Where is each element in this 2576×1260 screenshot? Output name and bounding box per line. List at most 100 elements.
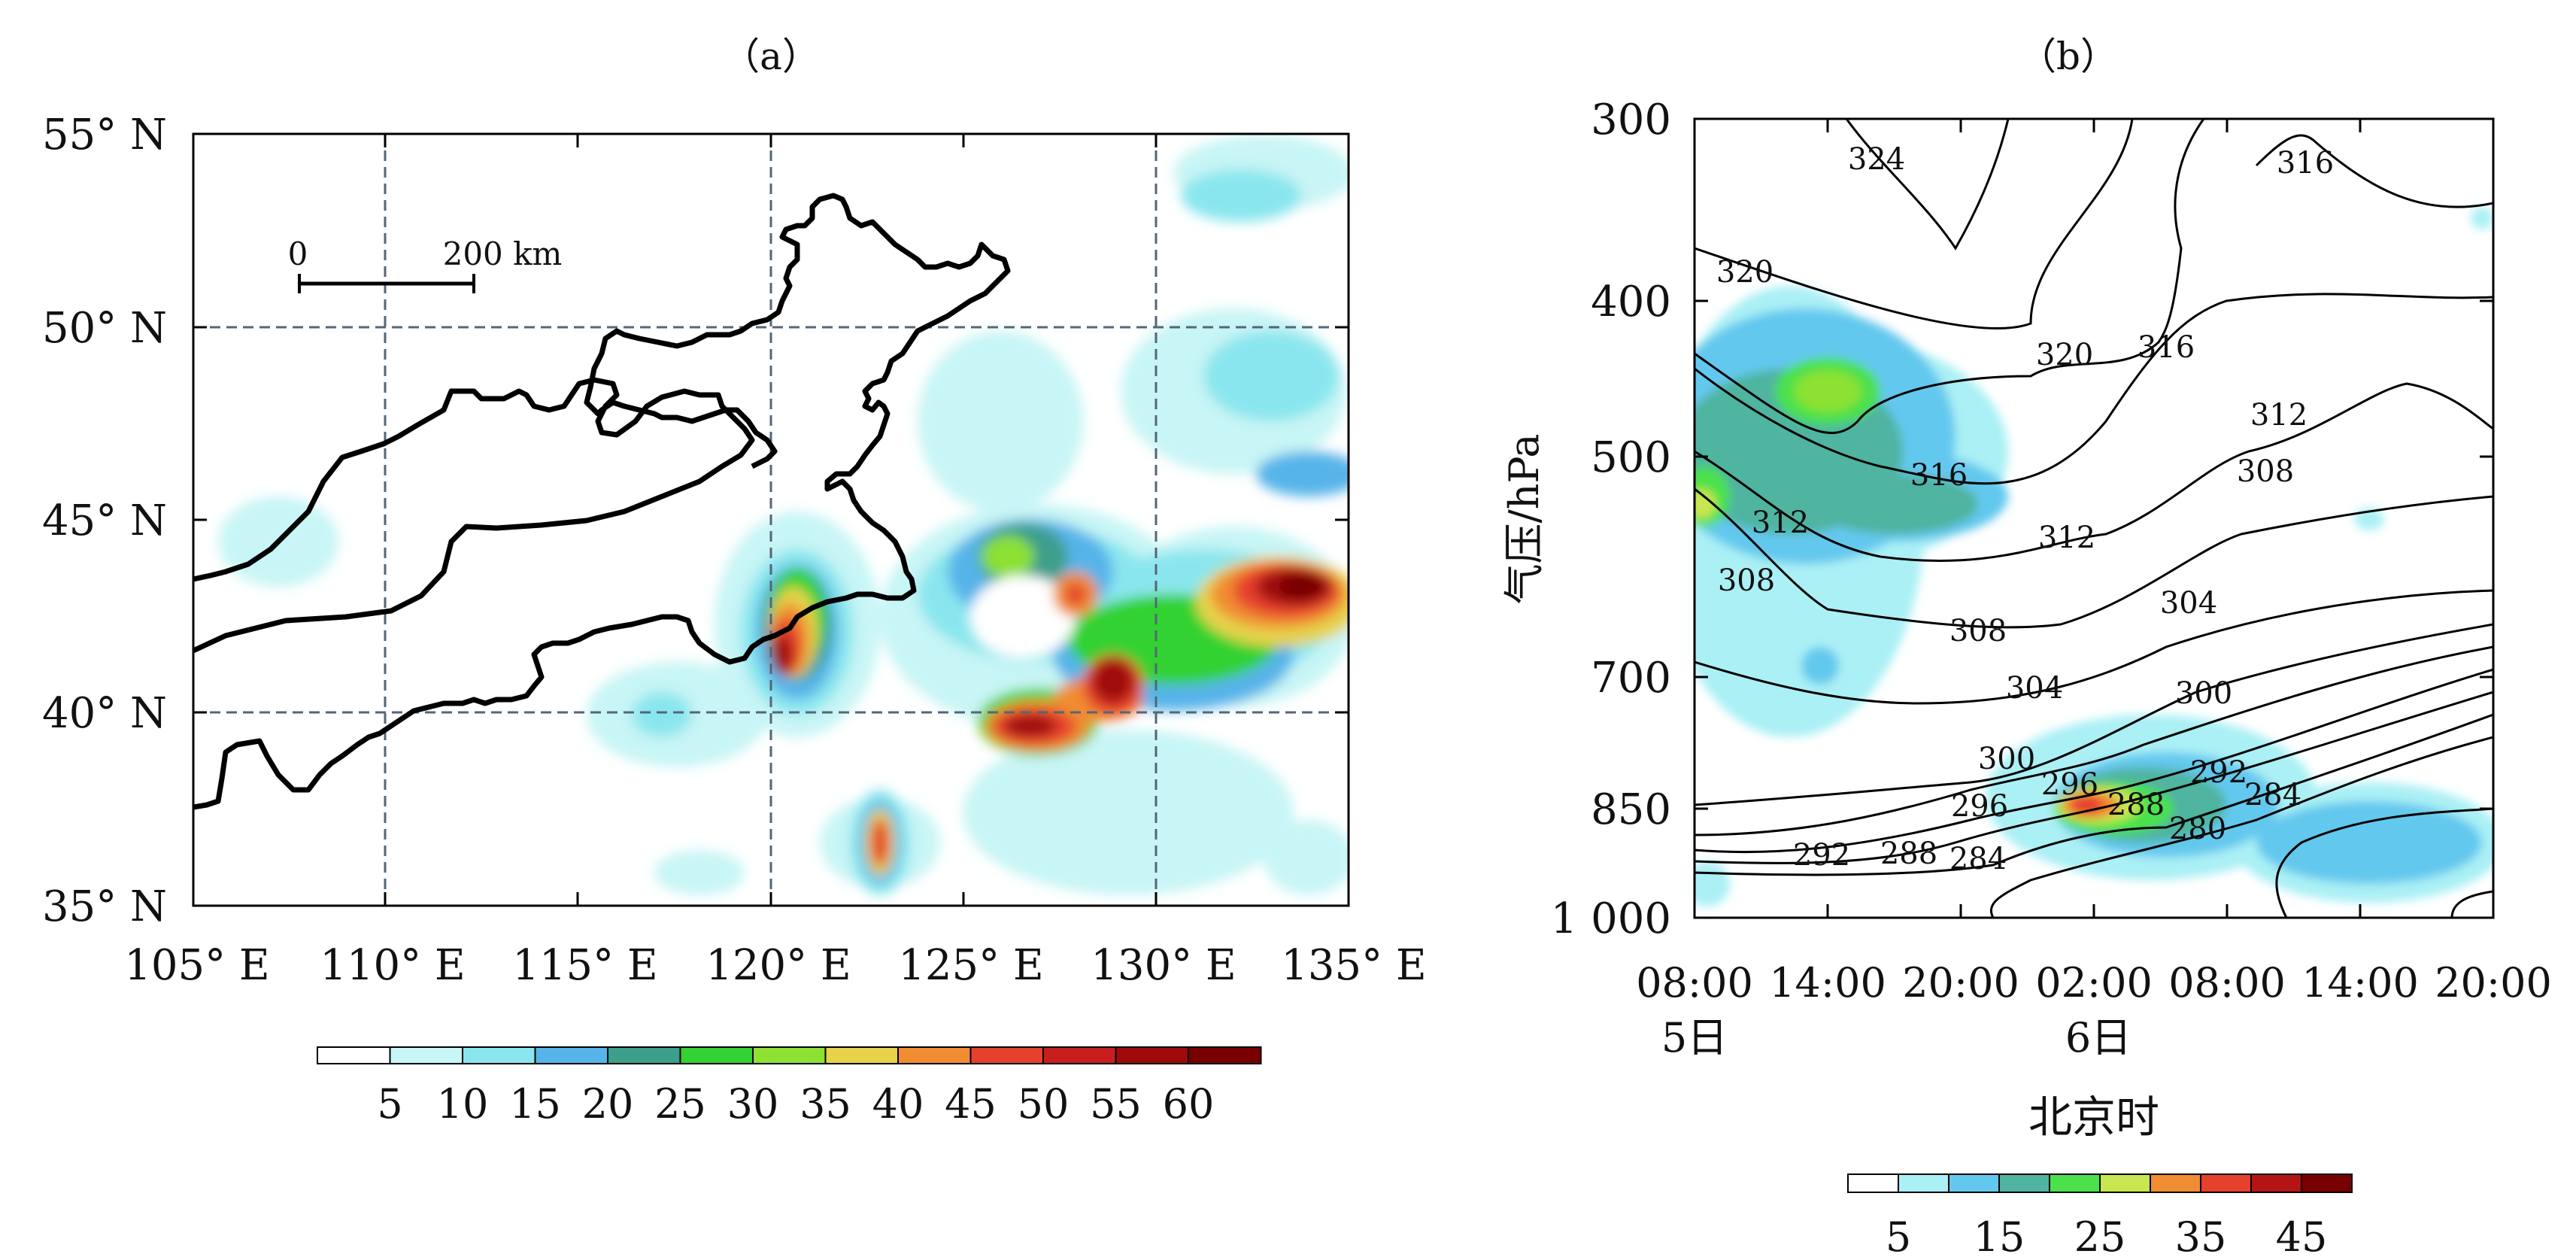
contour-label: 312 xyxy=(1752,506,1809,540)
colorbar-swatch xyxy=(752,1046,827,1064)
contour-label: 292 xyxy=(2190,755,2247,790)
colorbar-swatch xyxy=(1847,1173,1899,1193)
colorbar-label: 25 xyxy=(2074,1213,2126,1260)
lon-label: 125° E xyxy=(898,941,1044,990)
date-label: 5日 xyxy=(1661,1014,1728,1061)
contour-label: 312 xyxy=(2038,521,2095,555)
colorbar-label: 35 xyxy=(800,1080,851,1128)
contour-label: 312 xyxy=(2250,398,2307,433)
lat-label: 55° N xyxy=(42,111,167,159)
colorbar-swatch xyxy=(824,1046,899,1064)
lon-label: 105° E xyxy=(124,941,270,990)
colorbar-swatch xyxy=(607,1046,681,1064)
colorbar-label: 50 xyxy=(1018,1080,1070,1128)
y-tick-label: 700 xyxy=(1591,654,1671,703)
contour-label: 304 xyxy=(2160,586,2217,621)
colorbar-label: 15 xyxy=(509,1080,561,1128)
contour-label: 320 xyxy=(2036,338,2093,372)
colorbar-label: 5 xyxy=(1886,1213,1911,1260)
lon-label: 130° E xyxy=(1091,941,1236,990)
contour-label: 288 xyxy=(1880,836,1937,871)
colorbar-swatch xyxy=(1998,1173,2050,1193)
y-axis-title: 气压/hPa xyxy=(1500,433,1548,604)
panel-b-x-labels: 08:00 14:00 20:00 02:00 08:00 14:00 20:0… xyxy=(1636,959,2552,1061)
contour-label: 316 xyxy=(1910,458,1968,493)
lat-label: 35° N xyxy=(42,882,167,931)
scale-bar-start: 0 xyxy=(288,235,308,272)
colorbar-swatch xyxy=(2150,1173,2201,1193)
panel-a-colorbar: 5 10 15 20 25 30 35 40 45 50 55 60 xyxy=(317,1046,1262,1128)
colorbar-swatch xyxy=(534,1046,608,1064)
colorbar-swatch xyxy=(2250,1173,2302,1193)
lat-label: 50° N xyxy=(42,304,167,353)
scale-bar-end: 200 km xyxy=(443,235,563,272)
contour-label: 308 xyxy=(1718,563,1775,598)
contour-label: 324 xyxy=(1848,142,1905,177)
panel-b-colorbar: 5 15 25 35 45 xyxy=(1847,1173,2353,1260)
panel-b-ticks xyxy=(1693,117,2495,919)
date-label: 6日 xyxy=(2065,1014,2131,1061)
contour-label: 284 xyxy=(2244,778,2301,812)
lon-label: 135° E xyxy=(1281,941,1427,990)
panel-b-label: （b） xyxy=(2019,35,2118,78)
contour-label: 296 xyxy=(1951,789,2008,824)
colorbar-label: 55 xyxy=(1090,1080,1142,1128)
panel-b-shading xyxy=(1695,207,2493,906)
contour-label: 296 xyxy=(2041,767,2098,802)
panel-b: （b） xyxy=(1500,35,2552,1260)
colorbar-swatch xyxy=(897,1046,972,1064)
colorbar-label: 45 xyxy=(945,1080,997,1128)
colorbar-swatch xyxy=(969,1046,1044,1064)
colorbar-label: 45 xyxy=(2276,1213,2328,1260)
lon-label: 115° E xyxy=(512,941,658,990)
x-tick-label: 14:00 xyxy=(1769,959,1886,1006)
contour-label: 308 xyxy=(2237,454,2294,489)
colorbar-label: 35 xyxy=(2175,1213,2227,1260)
contour-label: 308 xyxy=(1949,614,2007,648)
colorbar-label: 40 xyxy=(872,1080,924,1128)
contour-label: 304 xyxy=(2006,671,2063,706)
colorbar-swatch xyxy=(2200,1173,2252,1193)
contour-label: 320 xyxy=(1716,255,1773,290)
panel-a-ticks xyxy=(192,132,1350,907)
panel-b-y-labels: 300 400 500 700 850 1 000 xyxy=(1551,96,1671,943)
contour-label: 300 xyxy=(2175,676,2232,711)
colorbar-swatch xyxy=(1042,1046,1117,1064)
lon-label: 120° E xyxy=(705,941,851,990)
scale-bar: 0 200 km xyxy=(288,235,563,293)
contour-label: 316 xyxy=(2277,146,2334,181)
contour-label: 292 xyxy=(1793,838,1850,873)
colorbar-label: 15 xyxy=(1974,1213,2025,1260)
colorbar-swatch xyxy=(1898,1173,1949,1193)
contour-label: 316 xyxy=(2138,330,2195,365)
panel-a-shading xyxy=(218,135,1349,895)
lat-label: 40° N xyxy=(42,689,167,738)
colorbar-swatch xyxy=(2099,1173,2151,1193)
colorbar-swatch xyxy=(679,1046,754,1064)
colorbar-swatch xyxy=(317,1046,391,1064)
panel-a-lat-labels: 55° N 50° N 45° N 40° N 35° N xyxy=(42,111,167,931)
colorbar-label: 60 xyxy=(1163,1080,1215,1128)
x-axis-title: 北京时 xyxy=(2028,1091,2159,1143)
colorbar-swatch xyxy=(2049,1173,2101,1193)
x-tick-label: 14:00 xyxy=(2301,959,2419,1006)
panel-a-grid xyxy=(193,134,1349,906)
colorbar-label: 30 xyxy=(727,1080,779,1128)
colorbar-swatch xyxy=(1115,1046,1189,1064)
x-tick-label: 02:00 xyxy=(2035,959,2153,1006)
contour-label: 288 xyxy=(2107,788,2165,822)
x-tick-label: 08:00 xyxy=(2168,959,2286,1006)
region-boundary xyxy=(193,377,755,654)
y-tick-label: 850 xyxy=(1591,785,1671,834)
colorbar-label: 10 xyxy=(437,1080,489,1128)
colorbar-swatch xyxy=(2301,1173,2353,1193)
panel-b-contour-labels: 324 316 320 320 316 316 312 312 312 308 … xyxy=(1716,142,2334,876)
y-tick-label: 500 xyxy=(1591,433,1671,482)
panel-a-lon-labels: 105° E 110° E 115° E 120° E 125° E 130° … xyxy=(124,941,1427,990)
y-tick-label: 300 xyxy=(1591,96,1671,144)
y-tick-label: 400 xyxy=(1591,278,1671,326)
contour-label: 300 xyxy=(1978,742,2035,776)
contour-label: 280 xyxy=(2169,812,2226,846)
colorbar-swatch xyxy=(1188,1046,1262,1064)
region-boundary-main xyxy=(193,193,1011,810)
